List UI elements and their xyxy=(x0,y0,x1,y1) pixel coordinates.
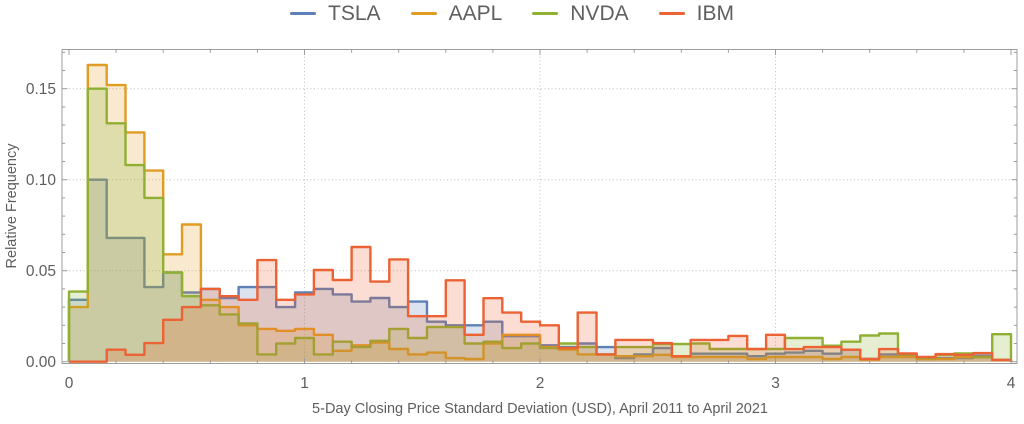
series-layer xyxy=(67,63,1013,363)
series-ibm-outline xyxy=(69,245,1013,363)
y-axis-label: Relative Frequency xyxy=(4,143,20,269)
legend-label-nvda: NVDA xyxy=(570,2,629,25)
x-tick-label: 1 xyxy=(300,375,309,392)
x-tick-label: 0 xyxy=(65,375,74,392)
series-nvda-outline xyxy=(67,87,1013,362)
gridlines xyxy=(62,49,1017,364)
legend-item-aapl: AAPL xyxy=(410,2,503,25)
legend-swatch-tsla xyxy=(290,11,317,16)
legend-swatch-ibm xyxy=(658,11,685,16)
series-ibm-fill xyxy=(69,247,1011,362)
legend-label-ibm: IBM xyxy=(696,2,734,25)
x-tick-label: 4 xyxy=(1007,375,1016,392)
legend-label-tsla: TSLA xyxy=(328,2,381,25)
y-tick-label: 0.15 xyxy=(26,81,56,98)
x-axis-label: 5-Day Closing Price Standard Deviation (… xyxy=(312,401,768,417)
x-tick-label: 3 xyxy=(771,375,780,392)
y-tick-label: 0.05 xyxy=(26,263,56,280)
legend-item-ibm: IBM xyxy=(658,2,734,25)
legend-item-nvda: NVDA xyxy=(532,2,629,25)
series-tsla-fill xyxy=(69,179,1011,362)
legend-swatch-nvda xyxy=(532,11,559,16)
legend-label-aapl: AAPL xyxy=(448,2,503,25)
x-tick-label: 2 xyxy=(536,375,545,392)
tick-labels: 0 1 2 3 4 0.00 0.05 0.10 0.15 xyxy=(26,81,1016,392)
legend-item-tsla: TSLA xyxy=(290,3,381,24)
legend-swatch-aapl xyxy=(410,11,437,16)
legend: TSLA AAPL NVDA IBM xyxy=(290,3,734,24)
y-tick-label: 0.10 xyxy=(26,172,57,189)
y-tick-label: 0.00 xyxy=(26,354,57,371)
axis-ticks xyxy=(62,49,1017,364)
